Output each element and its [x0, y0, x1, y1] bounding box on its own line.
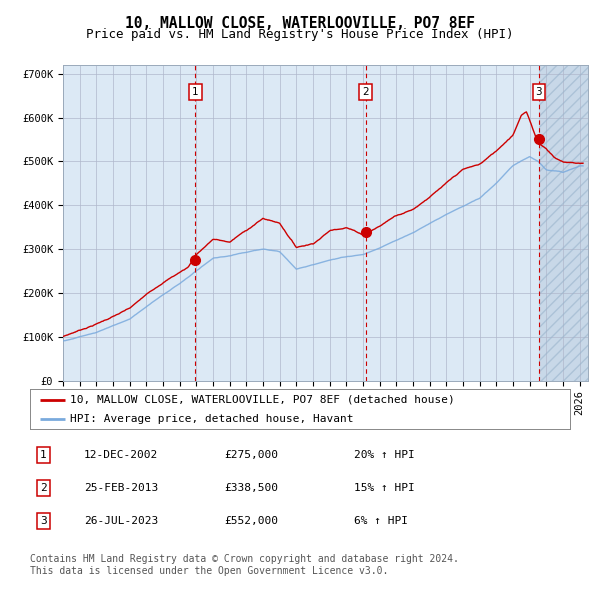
Text: 2: 2 [362, 87, 369, 97]
Text: £275,000: £275,000 [224, 450, 278, 460]
Text: This data is licensed under the Open Government Licence v3.0.: This data is licensed under the Open Gov… [30, 566, 388, 576]
Text: 6% ↑ HPI: 6% ↑ HPI [354, 516, 408, 526]
Bar [539, 65, 588, 381]
Text: £338,500: £338,500 [224, 483, 278, 493]
Text: 26-JUL-2023: 26-JUL-2023 [84, 516, 158, 526]
Text: £552,000: £552,000 [224, 516, 278, 526]
Text: 10, MALLOW CLOSE, WATERLOOVILLE, PO7 8EF: 10, MALLOW CLOSE, WATERLOOVILLE, PO7 8EF [125, 16, 475, 31]
Text: 2: 2 [40, 483, 47, 493]
Text: 1: 1 [192, 87, 199, 97]
Text: 12-DEC-2002: 12-DEC-2002 [84, 450, 158, 460]
Text: 25-FEB-2013: 25-FEB-2013 [84, 483, 158, 493]
Text: 1: 1 [40, 450, 47, 460]
Text: 3: 3 [536, 87, 542, 97]
Text: 20% ↑ HPI: 20% ↑ HPI [354, 450, 415, 460]
Text: 15% ↑ HPI: 15% ↑ HPI [354, 483, 415, 493]
Text: 3: 3 [40, 516, 47, 526]
Bar [539, 65, 588, 381]
Text: HPI: Average price, detached house, Havant: HPI: Average price, detached house, Hava… [71, 414, 354, 424]
Text: Price paid vs. HM Land Registry's House Price Index (HPI): Price paid vs. HM Land Registry's House … [86, 28, 514, 41]
Text: 10, MALLOW CLOSE, WATERLOOVILLE, PO7 8EF (detached house): 10, MALLOW CLOSE, WATERLOOVILLE, PO7 8EF… [71, 395, 455, 405]
Text: Contains HM Land Registry data © Crown copyright and database right 2024.: Contains HM Land Registry data © Crown c… [30, 555, 459, 564]
